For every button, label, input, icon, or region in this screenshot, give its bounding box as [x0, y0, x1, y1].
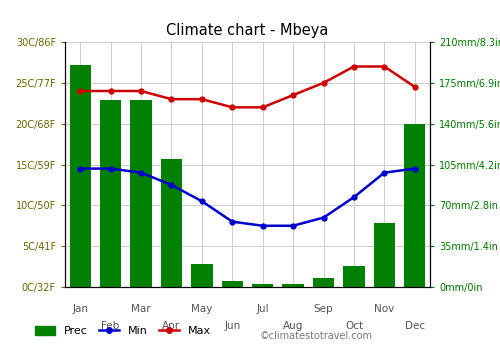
Bar [404, 124, 425, 287]
Bar [191, 264, 212, 287]
Text: Sep: Sep [314, 304, 334, 314]
Text: Oct: Oct [345, 321, 363, 331]
Text: Apr: Apr [162, 321, 180, 331]
Bar [70, 65, 91, 287]
Text: Mar: Mar [131, 304, 151, 314]
Text: ©climatestotravel.com: ©climatestotravel.com [260, 331, 373, 341]
Text: May: May [191, 304, 212, 314]
Bar [374, 223, 395, 287]
Bar [161, 159, 182, 287]
Bar [282, 284, 304, 287]
Bar [252, 284, 274, 287]
Bar [222, 281, 243, 287]
Text: Jul: Jul [256, 304, 269, 314]
Bar [100, 100, 122, 287]
Title: Climate chart - Mbeya: Climate chart - Mbeya [166, 23, 328, 38]
Legend: Prec, Min, Max: Prec, Min, Max [30, 322, 215, 341]
Text: Dec: Dec [404, 321, 425, 331]
Bar [130, 100, 152, 287]
Text: Aug: Aug [283, 321, 304, 331]
Text: Nov: Nov [374, 304, 394, 314]
Text: Jun: Jun [224, 321, 240, 331]
Text: Jan: Jan [72, 304, 88, 314]
Text: Feb: Feb [102, 321, 120, 331]
Bar [313, 278, 334, 287]
Bar [344, 266, 364, 287]
